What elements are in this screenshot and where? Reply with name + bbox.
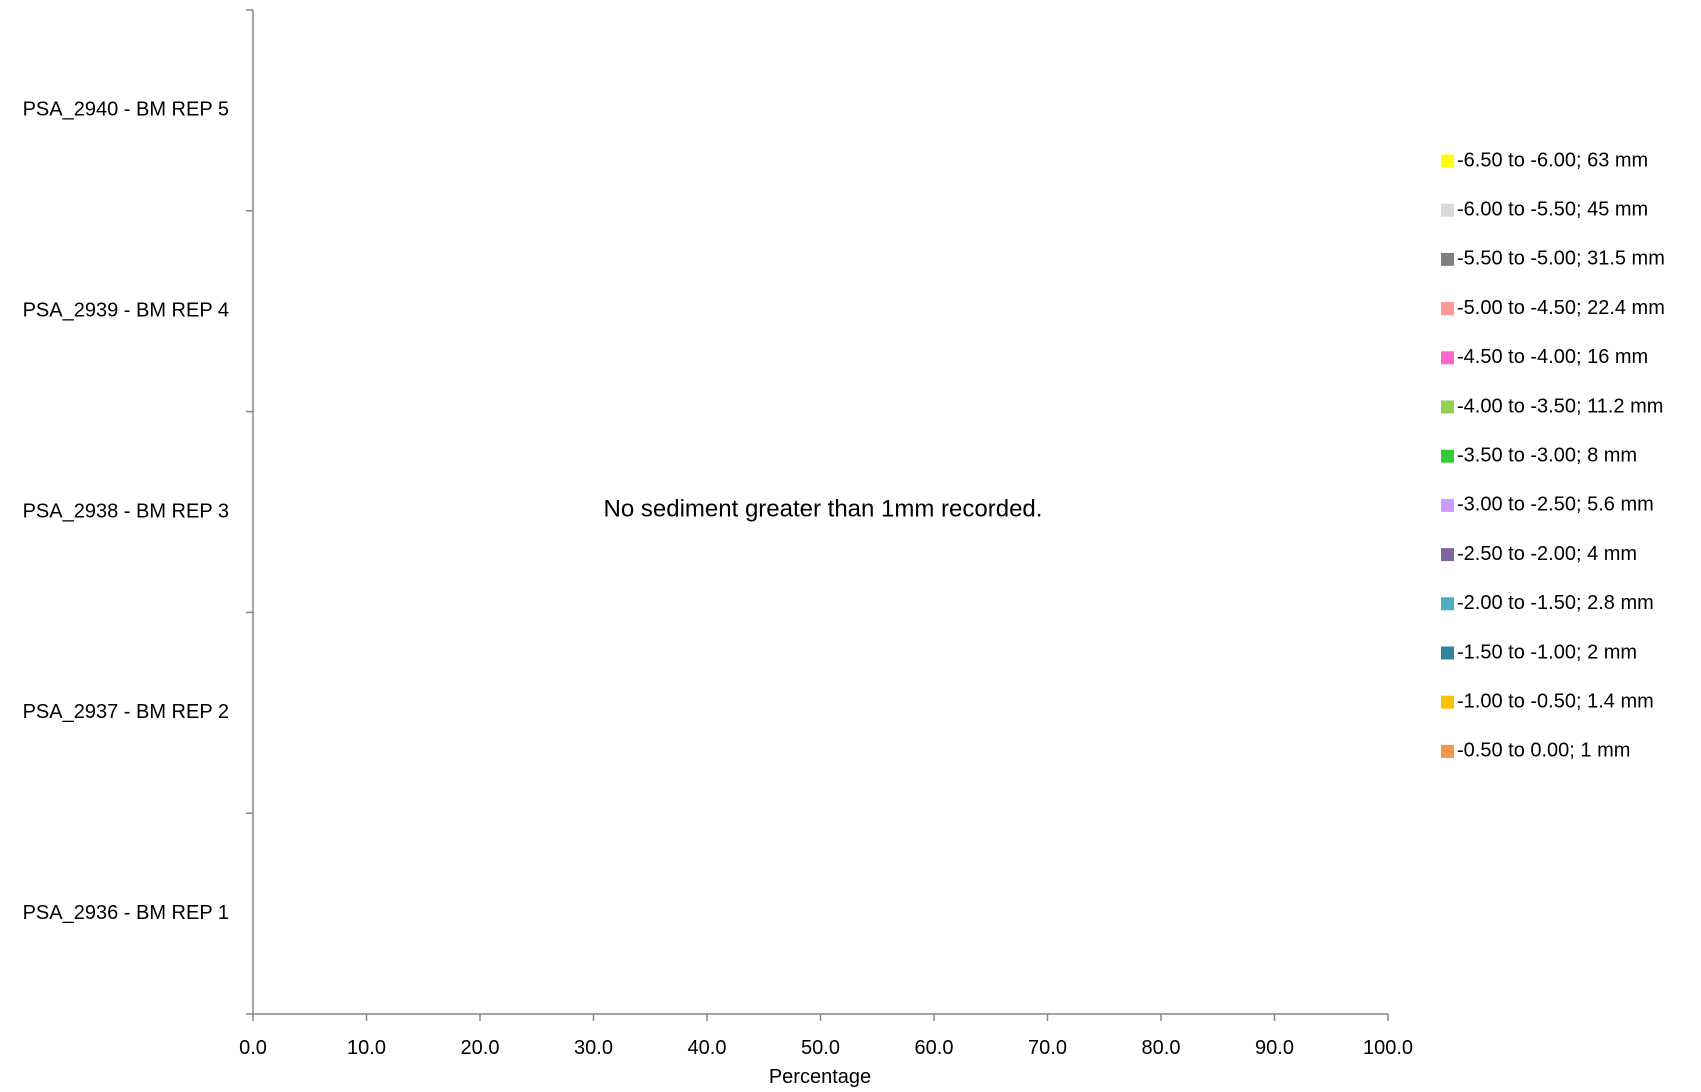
legend-swatch (1441, 449, 1454, 463)
legend-label: -0.50 to 0.00; 1 mm (1457, 740, 1630, 762)
x-tick-label: 0.0 (239, 1037, 267, 1059)
legend-label: -1.50 to -1.00; 2 mm (1457, 641, 1637, 663)
x-tick-label: 100.0 (1363, 1037, 1413, 1059)
x-tick-label: 80.0 (1142, 1037, 1181, 1059)
legend-label: -3.00 to -2.50; 5.6 mm (1457, 494, 1654, 516)
legend-label: -6.50 to -6.00; 63 mm (1457, 149, 1648, 171)
legend-label: -4.50 to -4.00; 16 mm (1457, 346, 1648, 368)
x-tick-label: 50.0 (801, 1037, 840, 1059)
labels: 0.0 10.0 20.0 30.0 40.0 50.0 60.0 70.0 80.0 90.0 1… (23, 99, 1413, 1059)
legend-label: -4.00 to -3.50; 11.2 mm (1457, 395, 1663, 417)
legend-swatch (1441, 400, 1454, 414)
y-category-label: PSA_2939 - BM REP 4 (23, 299, 229, 321)
legend-label: -6.00 to -5.50; 45 mm (1457, 198, 1648, 220)
legend-swatch (1441, 302, 1454, 316)
legend: -6.50 to -6.00; 63 mm -6.00 to -5.50; 45 … (1441, 149, 1665, 762)
x-axis-title: Percentage (769, 1066, 871, 1088)
legend-swatch (1441, 154, 1454, 168)
y-category-label: PSA_2936 - BM REP 1 (23, 902, 229, 924)
legend-swatch (1441, 203, 1454, 217)
x-tick-label: 90.0 (1255, 1037, 1294, 1059)
legend-swatch (1441, 597, 1454, 611)
legend-swatch (1441, 646, 1454, 660)
legend-label: -2.50 to -2.00; 4 mm (1457, 543, 1637, 565)
axes (246, 9, 1389, 1021)
legend-swatch (1441, 351, 1454, 365)
x-tick-label: 20.0 (461, 1037, 500, 1059)
x-tick-label: 60.0 (915, 1037, 954, 1059)
y-category-label: PSA_2937 - BM REP 2 (23, 701, 229, 723)
x-tick-label: 30.0 (574, 1037, 613, 1059)
x-tick-label: 10.0 (347, 1037, 386, 1059)
legend-label: -5.00 to -4.50; 22.4 mm (1457, 297, 1665, 319)
legend-swatch (1441, 252, 1454, 266)
legend-swatch (1441, 548, 1454, 562)
legend-label: -5.50 to -5.00; 31.5 mm (1457, 248, 1665, 270)
legend-swatch (1441, 695, 1454, 709)
no-data-annotation: No sediment greater than 1mm recorded. (604, 495, 1043, 522)
y-category-label: PSA_2940 - BM REP 5 (23, 99, 229, 121)
legend-swatch (1441, 744, 1454, 758)
legend-label: -3.50 to -3.00; 8 mm (1457, 444, 1637, 466)
legend-label: -1.00 to -0.50; 1.4 mm (1457, 690, 1654, 712)
legend-swatch (1441, 498, 1454, 512)
legend-label: -2.00 to -1.50; 2.8 mm (1457, 592, 1654, 614)
y-category-label: PSA_2938 - BM REP 3 (23, 500, 229, 522)
x-tick-label: 40.0 (688, 1037, 727, 1059)
x-tick-label: 70.0 (1028, 1037, 1067, 1059)
